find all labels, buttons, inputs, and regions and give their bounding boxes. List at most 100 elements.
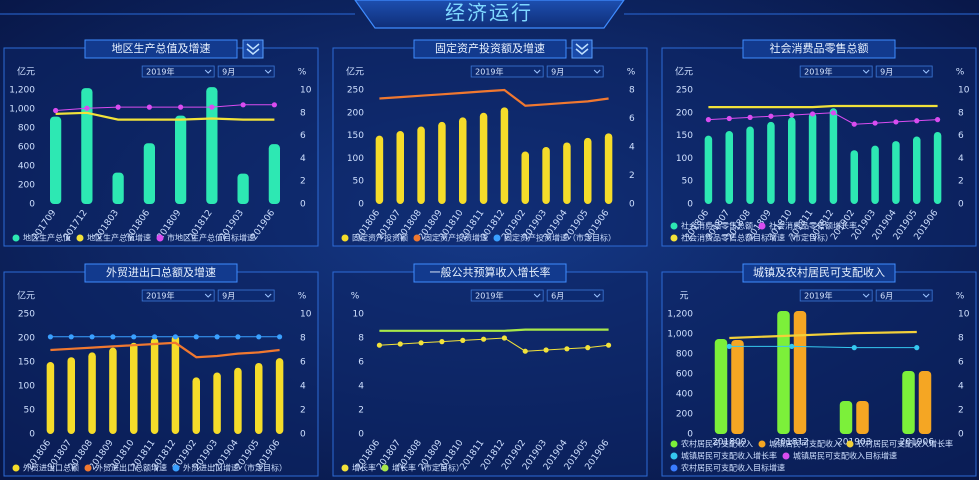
legend-swatch [413, 234, 421, 242]
filter-value: 2019年 [804, 67, 832, 77]
bar [237, 173, 249, 204]
filter-dropdown[interactable] [799, 289, 873, 302]
filter-dropdown[interactable] [875, 289, 933, 302]
line-series [729, 330, 917, 340]
line-marker [522, 348, 528, 354]
legend-swatch [156, 234, 164, 242]
legend-swatch [341, 464, 349, 472]
bar [913, 136, 921, 204]
dropdown-arrow [264, 69, 272, 74]
y-tick-label: 50 [353, 177, 365, 187]
filter-dropdown[interactable] [546, 65, 604, 78]
filter-value: 2019年 [146, 67, 174, 77]
dropdown-arrow [533, 293, 541, 298]
bar [793, 311, 807, 434]
bar [375, 135, 384, 204]
line-marker [460, 337, 466, 343]
line-marker [84, 105, 90, 111]
bar [192, 377, 200, 434]
bar [725, 131, 733, 204]
filter-dropdown[interactable] [546, 289, 604, 302]
line-marker [501, 335, 508, 341]
filter-dropdown[interactable] [875, 65, 933, 78]
line-marker [178, 104, 184, 110]
legend-swatch [84, 464, 92, 472]
bar [438, 121, 446, 204]
bar [81, 88, 93, 204]
line-marker [914, 118, 920, 124]
legend-swatch [341, 234, 349, 242]
bar [604, 133, 613, 204]
title-box [84, 263, 238, 283]
legend-label: 固定资产投资增速 [424, 233, 488, 243]
y-tick-label: 200 [676, 410, 693, 420]
legend-swatch [670, 452, 678, 460]
y-tick-label: 600 [18, 143, 35, 153]
y2-tick-label: 4 [300, 382, 306, 392]
line-marker [726, 115, 732, 122]
chart-panel: 城镇及农村居民可支配收入 2019年 6月 元 % 0 200 400 600 800 1,000 1… [661, 263, 977, 477]
filter-dropdown[interactable] [470, 65, 544, 78]
header-frame [354, 0, 625, 29]
bar [143, 143, 155, 204]
bar [234, 367, 242, 434]
line-marker [480, 336, 487, 342]
y2-axis-label: % [298, 292, 307, 302]
line-marker [747, 114, 753, 120]
bar [918, 371, 932, 434]
y2-tick-label: 0 [300, 430, 306, 440]
filter-value: 9月 [880, 68, 893, 77]
x-tick-label: 201903 [837, 438, 871, 448]
legend-label: 城镇居民可支配收入增长率 [681, 451, 777, 461]
line-marker [418, 340, 424, 346]
bar [175, 115, 187, 204]
legend-label: 固定资产投资增速（市定目标） [504, 233, 616, 243]
line-marker [768, 113, 774, 119]
panel-frame [661, 47, 977, 247]
chevron-icon [246, 43, 260, 55]
line-series [379, 88, 609, 107]
chart-panel: 社会消费品零售总额 2019年 9月 亿元 % 0 50 100 150 200 250 0 2 4 6 8 1… [661, 39, 977, 247]
filter-dropdown[interactable] [141, 65, 215, 78]
y-axis-label: 亿元 [17, 290, 35, 302]
bar [67, 357, 75, 434]
y-tick-label: 1,000 [9, 105, 35, 115]
line-marker [214, 334, 220, 340]
legend-label: 农村居民可支配收入目标增速 [681, 463, 785, 473]
x-tick-label: 201809 [712, 438, 747, 448]
legend-swatch [846, 440, 854, 448]
legend-swatch [782, 452, 790, 460]
chart-panel: 固定资产投资额及增速 2019年 9月 亿元 % 0 50 100 150 200 250 0 2 4 6 8… [332, 39, 648, 247]
filter-dropdown[interactable] [217, 289, 275, 302]
bar [542, 147, 550, 204]
line-marker [789, 112, 795, 118]
y-tick-label: 50 [24, 406, 36, 416]
line-series [55, 111, 275, 121]
line-marker [256, 334, 262, 340]
y-tick-label: 0 [358, 200, 364, 210]
line-marker [705, 117, 712, 123]
y2-tick-label: 4 [958, 154, 964, 164]
dropdown-arrow [264, 293, 272, 298]
legend-label: 地区生产总值 [23, 233, 71, 243]
y-tick-label: 100 [676, 154, 693, 164]
bar [275, 358, 284, 434]
line-marker [240, 102, 246, 108]
line-marker [872, 120, 878, 126]
line-marker [585, 345, 591, 351]
filter-dropdown[interactable] [141, 289, 215, 302]
y2-axis-label: % [627, 68, 636, 78]
line-marker [605, 342, 612, 348]
page-title: 经济运行 [445, 1, 533, 25]
legend-label: 外贸进出口总额增速 [95, 463, 167, 473]
filter-dropdown[interactable] [217, 65, 275, 78]
filter-dropdown[interactable] [799, 65, 873, 78]
chart-title: 城镇及农村居民可支配收入 [753, 265, 885, 279]
y2-axis-label: % [956, 292, 965, 302]
filter-dropdown[interactable] [470, 289, 544, 302]
y-tick-label: 100 [18, 382, 35, 392]
y2-tick-label: 8 [629, 86, 635, 96]
line-marker [53, 107, 59, 114]
bar [396, 131, 404, 204]
